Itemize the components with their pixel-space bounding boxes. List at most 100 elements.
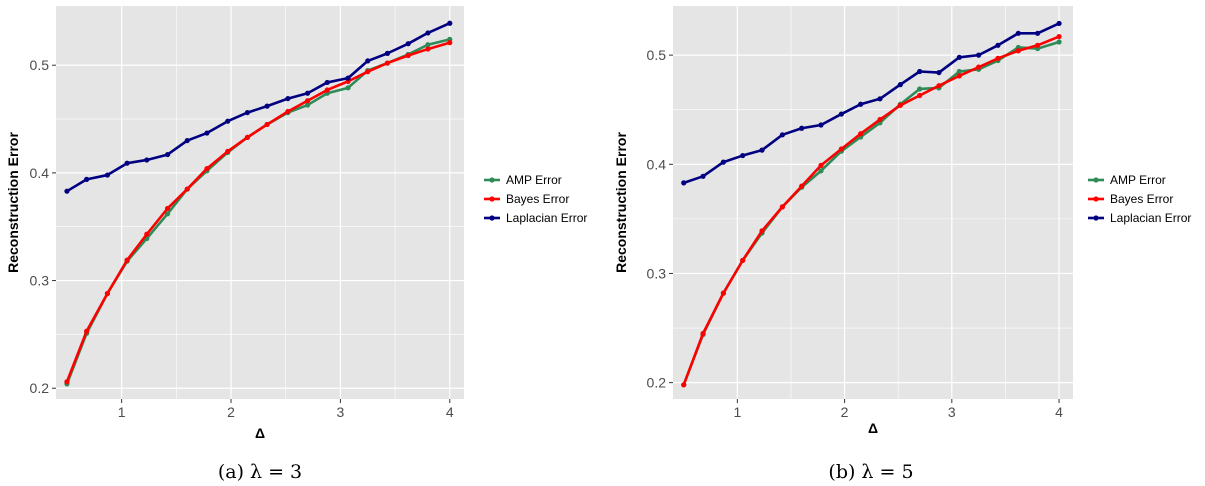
data-point-laplacian-error <box>759 147 765 153</box>
data-point-bayes-error <box>838 146 844 152</box>
y-axis-title: Reconstruction Error <box>613 132 629 273</box>
data-point-bayes-error <box>164 205 171 212</box>
data-point-bayes-error <box>1015 48 1021 54</box>
axes: 1 2 3 4 0.2 0.3 0.4 0.5 <box>30 57 454 420</box>
x-tick-label: 2 <box>227 404 235 420</box>
data-point-bayes-error <box>304 98 311 104</box>
x-axis-title: Δ <box>255 425 265 441</box>
legend-label-laplacian-error: Laplacian Error <box>506 211 587 225</box>
data-point-bayes-error <box>244 134 251 140</box>
data-point-laplacian-error <box>1015 30 1021 36</box>
series-line-laplacian-error <box>682 22 1061 185</box>
data-point-bayes-error <box>877 116 883 123</box>
y-tick-label: 0.5 <box>30 57 50 73</box>
data-point-laplacian-error <box>447 20 453 26</box>
data-point-laplacian-error <box>936 69 942 76</box>
data-point-amp-error <box>345 85 351 91</box>
series-group <box>64 20 453 387</box>
data-point-laplacian-error <box>681 180 687 186</box>
x-tick-label: 4 <box>446 404 454 420</box>
data-point-laplacian-error <box>956 54 962 60</box>
data-point-bayes-error <box>858 131 864 137</box>
data-point-amp-error <box>425 42 431 48</box>
data-point-amp-error <box>1056 39 1062 45</box>
data-point-laplacian-error <box>425 30 431 36</box>
legend-label-amp-error: AMP Error <box>506 173 562 187</box>
y-axis-title: Reconstruction Error <box>5 132 21 273</box>
data-point-laplacian-error <box>405 41 411 47</box>
data-point-bayes-error <box>184 186 190 192</box>
axes: 1 2 3 4 0.2 0.3 0.4 0.5 <box>647 47 1064 420</box>
data-point-bayes-error <box>1056 33 1062 40</box>
data-point-laplacian-error <box>285 95 291 102</box>
x-tick-label: 2 <box>841 404 849 420</box>
data-point-laplacian-error <box>779 132 785 138</box>
data-point-bayes-error <box>264 121 270 128</box>
data-point-bayes-error <box>384 60 391 66</box>
data-point-bayes-error <box>897 102 903 108</box>
data-point-bayes-error <box>936 83 942 89</box>
data-point-bayes-error <box>84 328 90 334</box>
y-tick-label: 0.2 <box>647 375 667 391</box>
data-point-laplacian-error <box>838 111 844 117</box>
gridlines <box>673 6 1073 399</box>
y-tick-label: 0.3 <box>647 265 667 281</box>
x-tick-label: 4 <box>1055 404 1063 420</box>
data-point-bayes-error <box>324 87 330 93</box>
data-point-bayes-error <box>365 69 371 75</box>
data-point-laplacian-error <box>740 152 746 159</box>
data-point-bayes-error <box>144 231 150 237</box>
data-point-laplacian-error <box>244 109 251 116</box>
data-point-bayes-error <box>917 92 923 99</box>
x-tick-label: 3 <box>948 404 956 420</box>
data-point-amp-error <box>956 68 962 75</box>
legend-key-point-laplacian-error <box>489 215 495 221</box>
data-point-laplacian-error <box>700 173 706 179</box>
data-point-bayes-error <box>285 108 291 115</box>
data-point-bayes-error <box>425 46 431 52</box>
series-line-bayes-error <box>682 35 1061 387</box>
data-point-amp-error <box>818 168 824 174</box>
data-point-laplacian-error <box>799 125 805 131</box>
data-point-laplacian-error <box>264 103 270 109</box>
series-line-laplacian-error <box>65 21 452 193</box>
data-point-laplacian-error <box>345 75 351 81</box>
legend-key-point-laplacian-error <box>1093 215 1099 221</box>
y-tick-label: 0.5 <box>647 47 667 63</box>
legend-key-point-bayes-error <box>1093 196 1099 202</box>
data-point-bayes-error <box>976 64 982 70</box>
data-point-laplacian-error <box>64 188 70 194</box>
data-point-bayes-error <box>956 73 962 79</box>
data-point-laplacian-error <box>104 172 111 178</box>
gridlines <box>56 6 464 399</box>
data-point-bayes-error <box>818 162 824 168</box>
legend-label-bayes-error: Bayes Error <box>1110 192 1173 206</box>
data-point-bayes-error <box>124 257 130 263</box>
data-point-laplacian-error <box>144 157 150 163</box>
data-point-laplacian-error <box>897 82 903 88</box>
legend-key-point-amp-error <box>1093 177 1099 183</box>
data-point-laplacian-error <box>858 101 864 107</box>
data-point-laplacian-error <box>384 50 391 56</box>
legend-label-amp-error: AMP Error <box>1110 173 1166 187</box>
legend-key-point-amp-error <box>489 177 495 183</box>
data-point-bayes-error <box>104 290 111 297</box>
data-point-laplacian-error <box>124 160 130 166</box>
data-point-bayes-error <box>779 204 785 210</box>
data-point-laplacian-error <box>1035 30 1041 36</box>
data-point-amp-error <box>304 102 311 108</box>
legend-label-bayes-error: Bayes Error <box>506 192 569 206</box>
data-point-bayes-error <box>225 148 231 154</box>
chart-lambda-5: 1 2 3 4 0.2 0.3 0.4 0.5 Δ Reconstruction Error AMP… <box>613 6 1191 483</box>
y-tick-label: 0.4 <box>647 156 667 172</box>
plot-panel <box>673 6 1073 399</box>
data-point-laplacian-error <box>204 130 210 136</box>
data-point-laplacian-error <box>324 79 330 86</box>
series-group <box>681 20 1062 388</box>
legend-label-laplacian-error: Laplacian Error <box>1110 211 1191 225</box>
y-tick-label: 0.2 <box>30 380 50 396</box>
data-point-bayes-error <box>759 228 765 234</box>
legend: AMP Error Bayes Error Laplacian Error <box>484 173 587 225</box>
data-point-laplacian-error <box>720 159 727 165</box>
